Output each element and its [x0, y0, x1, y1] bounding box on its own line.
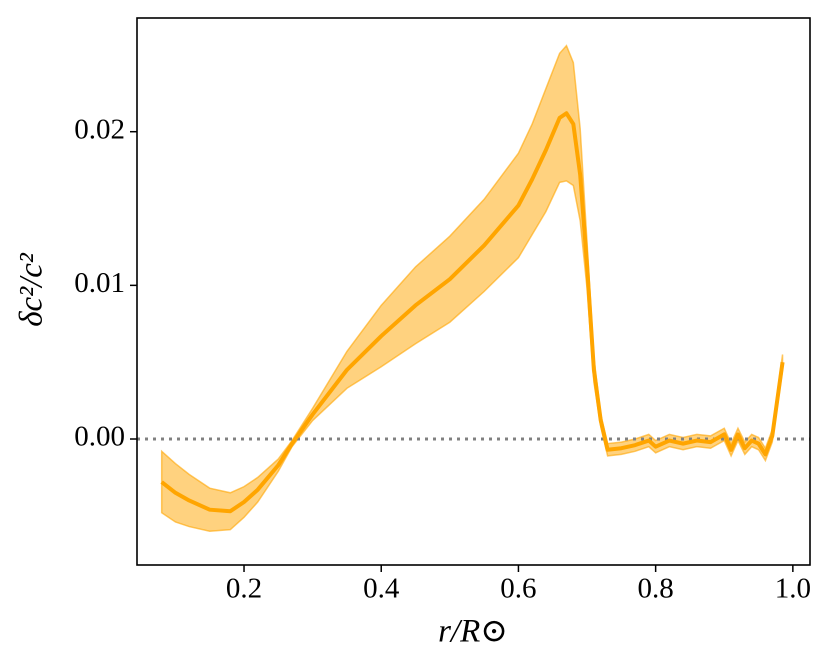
plot-area — [137, 44, 810, 532]
x-tick-label: 0.2 — [226, 573, 262, 605]
error-band — [160, 44, 784, 532]
y-axis-label: δc²/c² — [14, 252, 50, 327]
mean-line — [160, 111, 785, 514]
axes-frame — [136, 17, 811, 566]
x-tick-label: 0.8 — [638, 573, 674, 605]
x-tick-label: 0.4 — [363, 573, 400, 605]
y-tick-label: 0.02 — [74, 113, 125, 145]
x-tick-label: 1.0 — [775, 573, 811, 605]
y-tick-label: 0.01 — [74, 267, 125, 299]
y-tick-label: 0.00 — [74, 421, 125, 453]
x-axis-label: r/R⊙ — [438, 614, 508, 650]
x-tick-label: 0.6 — [500, 573, 536, 605]
